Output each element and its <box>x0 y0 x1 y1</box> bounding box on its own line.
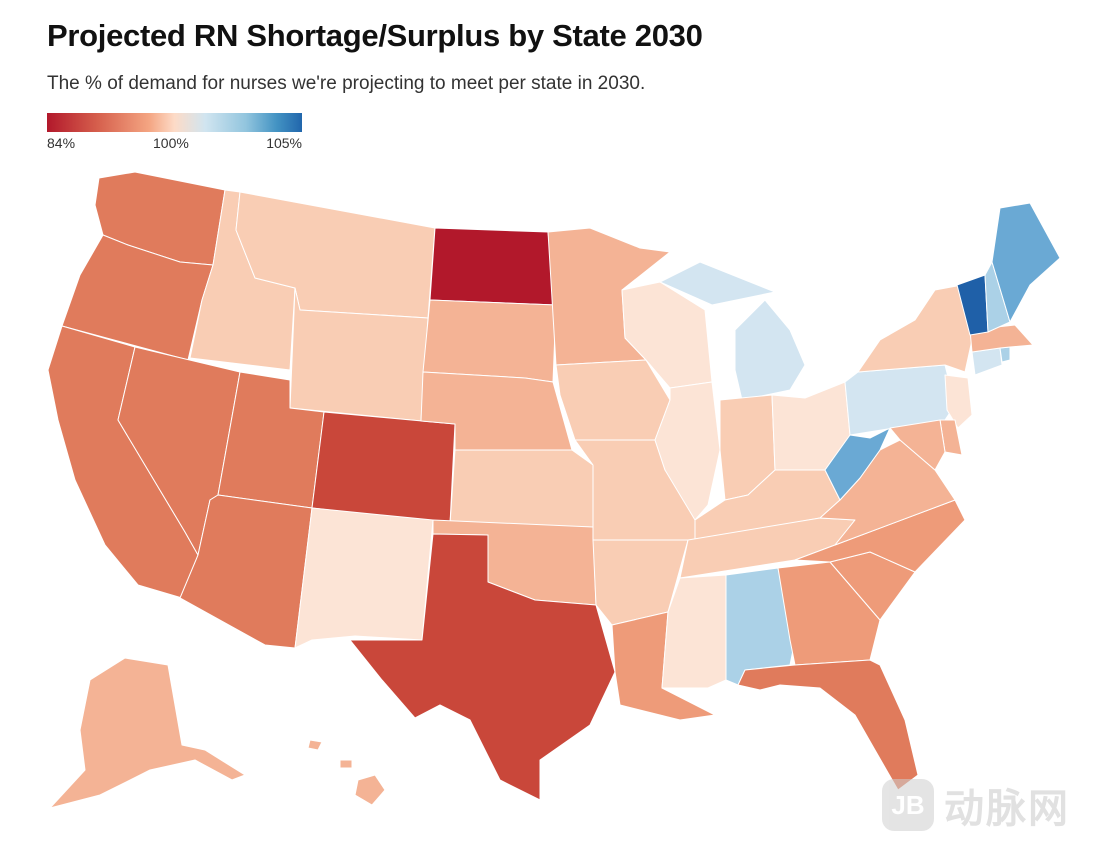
watermark-text: 动脉网 <box>944 787 1070 831</box>
state-AK[interactable] <box>49 657 246 809</box>
watermark-logo: JB <box>882 779 934 831</box>
state-HI[interactable] <box>307 739 386 806</box>
state-MI[interactable] <box>659 261 806 401</box>
state-SD[interactable] <box>422 299 557 383</box>
legend-mid-label: 100% <box>153 135 189 151</box>
watermark: JB 动脉网 <box>882 776 1070 834</box>
state-NM[interactable] <box>294 507 434 649</box>
state-TX[interactable] <box>349 533 616 801</box>
state-RI[interactable] <box>999 346 1011 363</box>
legend-max-label: 105% <box>266 135 302 151</box>
chart-subtitle: The % of demand for nurses we're project… <box>47 73 646 94</box>
state-KS[interactable] <box>449 449 594 528</box>
state-NJ[interactable] <box>944 374 973 429</box>
state-MD[interactable] <box>889 419 946 471</box>
legend-gradient-bar <box>47 113 302 132</box>
state-CO[interactable] <box>311 411 456 525</box>
state-ME[interactable] <box>991 202 1061 323</box>
state-IA[interactable] <box>555 359 671 441</box>
color-legend: 84% 100% 105% <box>47 113 302 155</box>
state-ND[interactable] <box>429 227 557 306</box>
legend-min-label: 84% <box>47 135 76 151</box>
state-FL[interactable] <box>737 659 919 791</box>
state-WV[interactable] <box>824 427 891 501</box>
state-CT[interactable] <box>971 347 1003 376</box>
chart-title: Projected RN Shortage/Surplus by State 2… <box>47 18 703 53</box>
state-NY[interactable] <box>857 284 973 373</box>
legend-labels: 84% 100% 105% <box>47 135 302 155</box>
